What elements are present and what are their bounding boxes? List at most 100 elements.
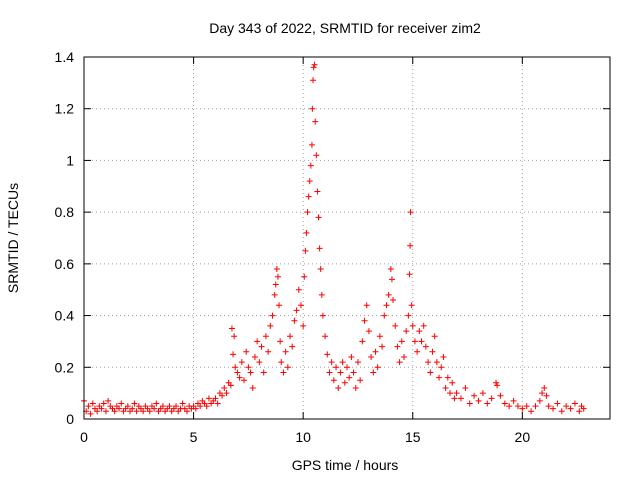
data-point: [411, 338, 418, 345]
data-point: [223, 390, 230, 397]
data-point: [308, 141, 315, 148]
data-point: [475, 397, 482, 404]
data-point: [536, 397, 543, 404]
data-point: [372, 348, 379, 355]
data-point: [118, 400, 125, 407]
data-point: [330, 377, 337, 384]
data-point: [203, 403, 210, 410]
data-point: [539, 390, 546, 397]
data-point: [234, 369, 241, 376]
x-tick-label: 20: [515, 429, 531, 445]
data-point: [363, 302, 370, 309]
data-point: [262, 333, 269, 340]
data-point: [398, 338, 405, 345]
data-point: [277, 338, 284, 345]
data-point: [269, 312, 276, 319]
data-point: [258, 343, 265, 350]
data-point: [431, 333, 438, 340]
data-point: [396, 359, 403, 366]
data-point: [348, 353, 355, 360]
data-point: [571, 400, 578, 407]
data-point: [497, 392, 504, 399]
y-tick-label: 1.2: [55, 101, 75, 117]
data-point: [374, 364, 381, 371]
data-point: [221, 384, 228, 391]
data-point: [403, 328, 410, 335]
data-point: [563, 403, 570, 410]
data-point: [184, 408, 191, 415]
data-point: [506, 403, 513, 410]
data-point: [179, 400, 186, 407]
data-point: [284, 364, 291, 371]
y-tick-label: 0.6: [55, 256, 75, 272]
data-point: [307, 162, 314, 169]
data-point: [254, 338, 261, 345]
data-point: [306, 178, 313, 185]
data-point: [532, 403, 539, 410]
data-point: [416, 328, 423, 335]
data-point: [311, 61, 318, 68]
data-point: [333, 364, 340, 371]
data-point: [300, 322, 307, 329]
data-point: [303, 229, 310, 236]
data-point: [359, 338, 366, 345]
y-tick-label: 0.2: [55, 359, 75, 375]
data-point: [354, 359, 361, 366]
data-point: [89, 400, 96, 407]
data-point: [87, 410, 94, 417]
data-point: [394, 343, 401, 350]
data-point: [236, 374, 243, 381]
data-point: [370, 369, 377, 376]
data-point: [232, 364, 239, 371]
data-point: [260, 369, 267, 376]
data-point: [436, 374, 443, 381]
chart-title: Day 343 of 2022, SRMTID for receiver zim…: [209, 20, 481, 36]
data-point: [409, 322, 416, 329]
data-point: [554, 400, 561, 407]
data-point: [453, 390, 460, 397]
data-point: [271, 291, 278, 298]
data-point: [337, 369, 344, 376]
data-point: [484, 400, 491, 407]
data-point: [280, 369, 287, 376]
data-point: [462, 384, 469, 391]
data-point: [528, 408, 535, 415]
data-point: [111, 408, 118, 415]
data-point: [493, 379, 500, 386]
data-point: [313, 152, 320, 159]
data-point: [420, 322, 427, 329]
data-point: [427, 369, 434, 376]
data-point: [344, 364, 350, 371]
data-point: [166, 403, 173, 410]
data-point: [105, 397, 112, 404]
data-point: [387, 266, 394, 273]
data-point: [510, 397, 517, 404]
data-point: [466, 400, 473, 407]
data-point: [243, 348, 250, 355]
data-point: [247, 369, 254, 376]
data-point: [245, 364, 252, 371]
data-point: [576, 408, 583, 415]
data-point: [265, 348, 272, 355]
data-point: [350, 369, 357, 376]
data-point: [319, 312, 326, 319]
data-point: [379, 343, 386, 350]
data-point: [429, 348, 436, 355]
data-point: [326, 369, 333, 376]
data-point: [228, 325, 235, 332]
data-point: [514, 403, 521, 410]
data-point: [346, 374, 353, 381]
x-axis-label: GPS time / hours: [292, 457, 399, 473]
data-point: [422, 343, 429, 350]
data-point: [550, 405, 557, 412]
data-point: [438, 364, 445, 371]
data-point: [408, 302, 415, 309]
data-point: [293, 307, 300, 314]
data-point: [414, 348, 421, 355]
data-point: [131, 400, 138, 407]
data-point: [304, 209, 311, 216]
data-point: [339, 359, 346, 366]
data-point: [501, 400, 508, 407]
data-point: [383, 302, 390, 309]
